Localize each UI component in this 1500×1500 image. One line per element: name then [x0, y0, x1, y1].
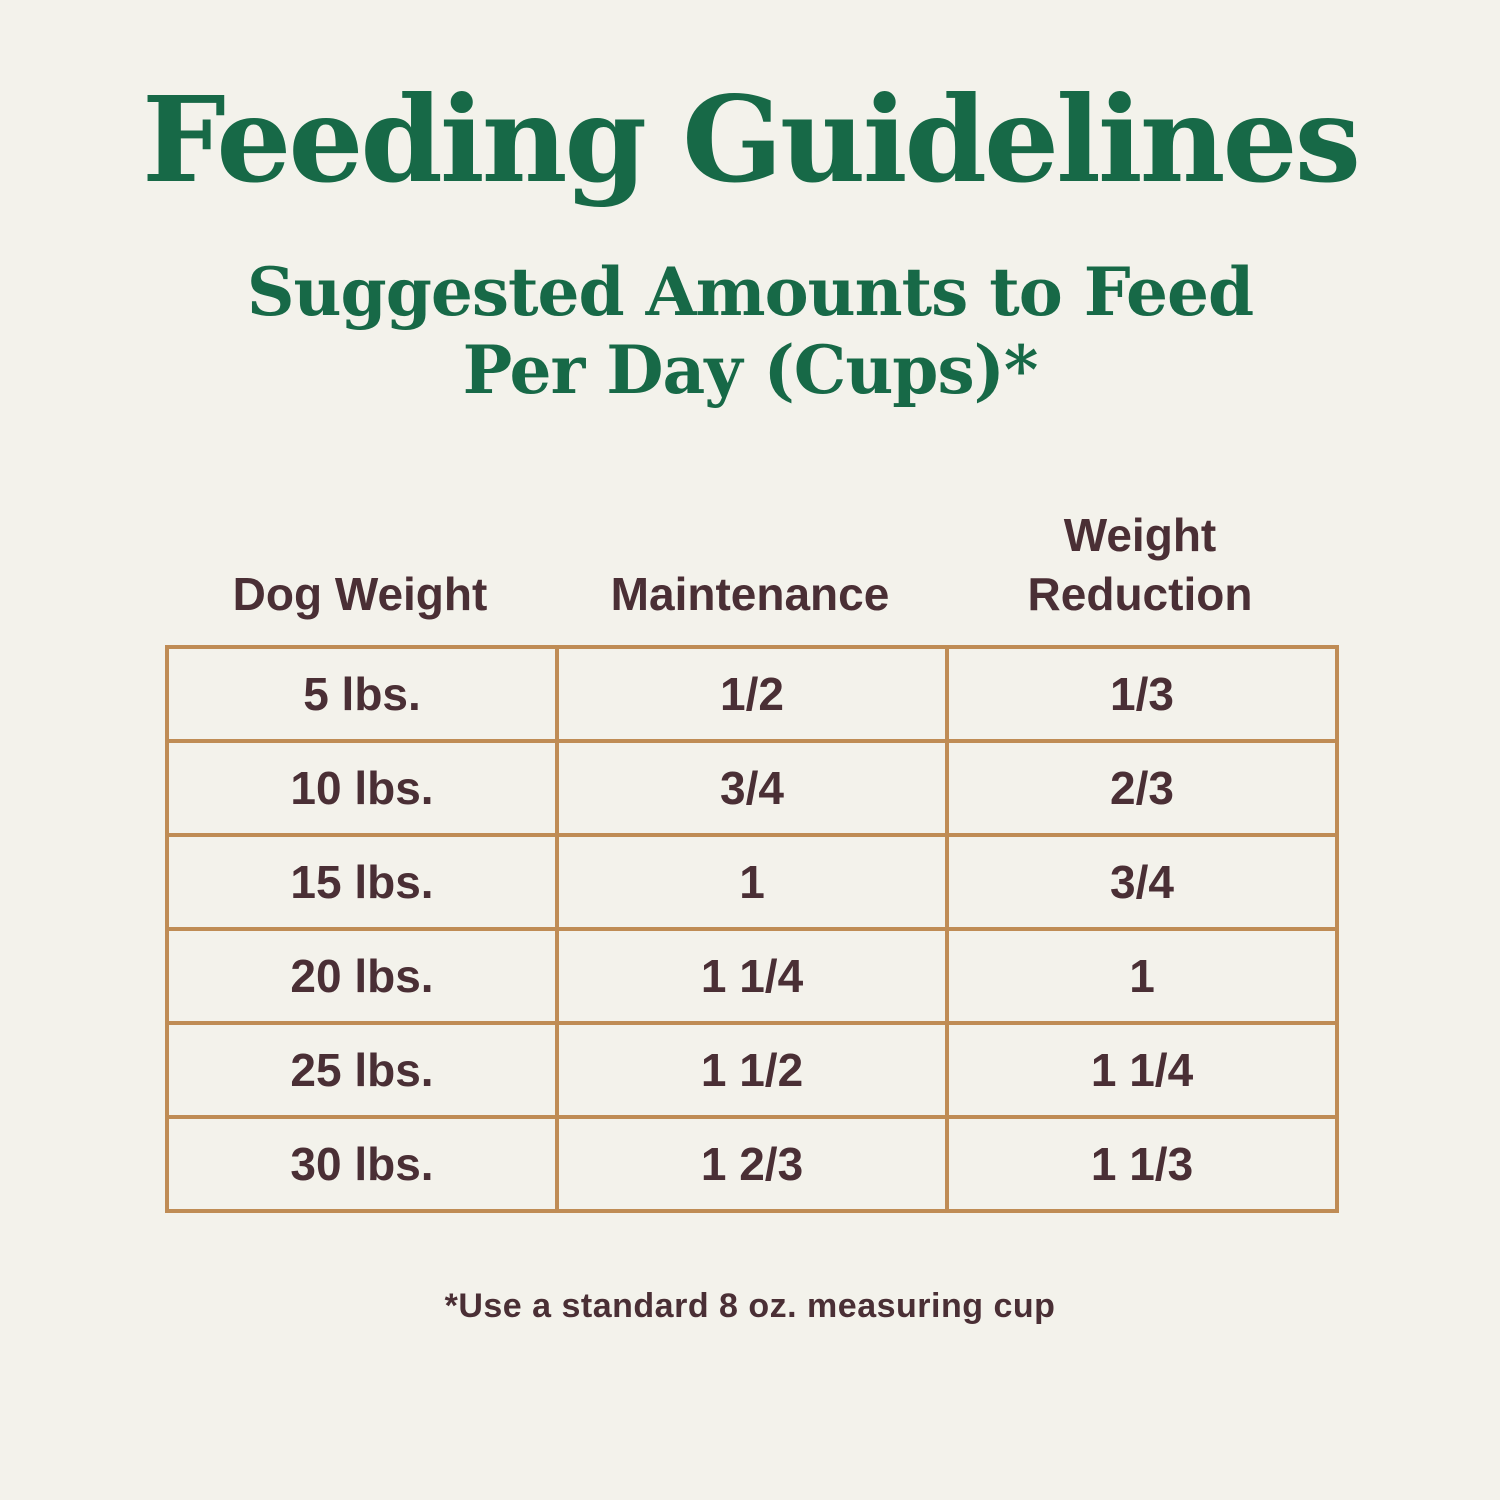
table-row: 25 lbs. 1 1/2 1 1/4 [165, 1021, 1339, 1120]
cell-dog-weight: 25 lbs. [165, 1021, 559, 1120]
cell-weight-reduction: 1 1/3 [945, 1115, 1339, 1214]
cell-maintenance: 1 [555, 833, 949, 932]
table-row: 10 lbs. 3/4 2/3 [165, 739, 1339, 838]
column-header-weight-reduction: Weight Reduction [1027, 508, 1253, 621]
subtitle-line-2: Per Day (Cups)* [462, 330, 1039, 409]
cell-maintenance: 1 1/4 [555, 927, 949, 1026]
cell-dog-weight: 10 lbs. [165, 739, 559, 838]
column-header-maintenance: Maintenance [610, 568, 890, 621]
table-row: 20 lbs. 1 1/4 1 [165, 927, 1339, 1026]
table-row: 15 lbs. 1 3/4 [165, 833, 1339, 932]
feeding-table: 5 lbs. 1/2 1/3 10 lbs. 3/4 2/3 15 lbs. 1… [165, 645, 1339, 1214]
cell-maintenance: 1/2 [555, 645, 949, 744]
table-row: 30 lbs. 1 2/3 1 1/3 [165, 1115, 1339, 1214]
cell-dog-weight: 15 lbs. [165, 833, 559, 932]
feeding-table-area: Dog Weight Maintenance Weight Reduction … [165, 506, 1339, 1214]
cell-weight-reduction: 1 1/4 [945, 1021, 1339, 1120]
cell-maintenance: 3/4 [555, 739, 949, 838]
table-row: 5 lbs. 1/2 1/3 [165, 645, 1339, 744]
cell-maintenance: 1 2/3 [555, 1115, 949, 1214]
cell-dog-weight: 5 lbs. [165, 645, 559, 744]
cell-dog-weight: 20 lbs. [165, 927, 559, 1026]
cell-weight-reduction: 1/3 [945, 645, 1339, 744]
cell-weight-reduction: 1 [945, 927, 1339, 1026]
cell-maintenance: 1 1/2 [555, 1021, 949, 1120]
column-header-dog-weight: Dog Weight [232, 568, 488, 621]
page-title: Feeding Guidelines [141, 70, 1361, 209]
cell-dog-weight: 30 lbs. [165, 1115, 559, 1214]
page-subtitle: Suggested Amounts to Feed Per Day (Cups)… [0, 252, 1500, 410]
cell-weight-reduction: 2/3 [945, 739, 1339, 838]
subtitle-line-1: Suggested Amounts to Feed [246, 252, 1254, 331]
cell-weight-reduction: 3/4 [945, 833, 1339, 932]
table-column-headers: Dog Weight Maintenance Weight Reduction [165, 506, 1335, 646]
measuring-cup-footnote: *Use a standard 8 oz. measuring cup [444, 1287, 1056, 1326]
